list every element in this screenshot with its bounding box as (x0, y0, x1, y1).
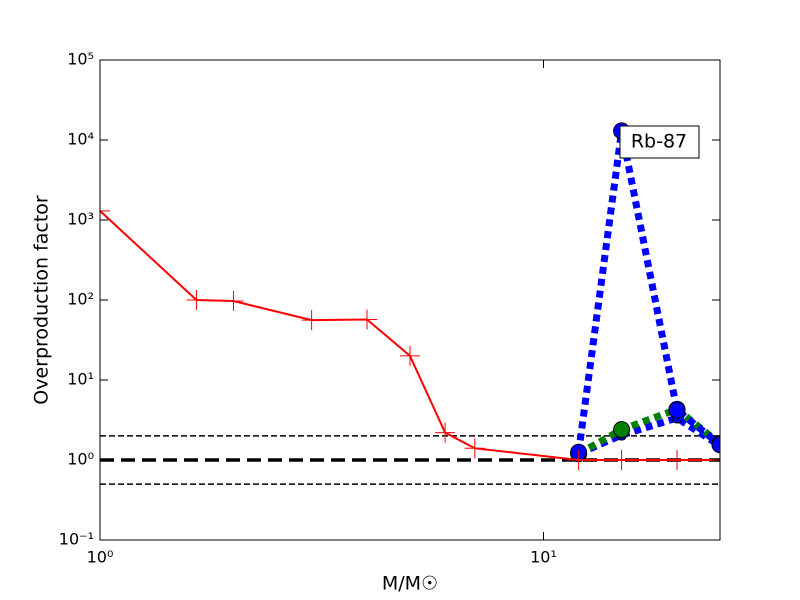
y-tick-label: 10⁰ (67, 450, 94, 469)
y-tick-label: 10¹ (67, 370, 94, 389)
annotation-box (619, 125, 700, 159)
marker (711, 436, 720, 454)
y-axis-label: Overproduction factor (31, 195, 53, 405)
annotation-text: Rb-87 (631, 131, 687, 153)
marker (435, 422, 456, 443)
marker (568, 450, 589, 470)
marker (611, 450, 632, 470)
x-axis-label: M/M☉ (382, 573, 438, 595)
marker (667, 450, 688, 470)
marker (668, 401, 686, 419)
y-tick-label: 10⁻¹ (59, 530, 94, 549)
y-tick-label: 10³ (67, 210, 94, 229)
marker (301, 310, 322, 331)
marker (186, 290, 207, 310)
series-line (575, 130, 720, 453)
plot-area (100, 122, 720, 485)
marker (357, 309, 378, 330)
x-tick-label: 10¹ (530, 548, 557, 567)
y-tick-label: 10⁴ (67, 130, 94, 149)
marker (223, 291, 244, 312)
y-tick-label: 10⁵ (67, 50, 94, 69)
x-tick-label: 10⁰ (87, 548, 114, 567)
y-tick-label: 10² (67, 290, 94, 309)
annotation: Rb-87 (619, 125, 700, 159)
series-line (577, 414, 720, 457)
marker (400, 345, 420, 366)
marker (100, 200, 110, 221)
series-line (576, 405, 720, 457)
marker (613, 421, 631, 439)
marker (464, 438, 485, 459)
